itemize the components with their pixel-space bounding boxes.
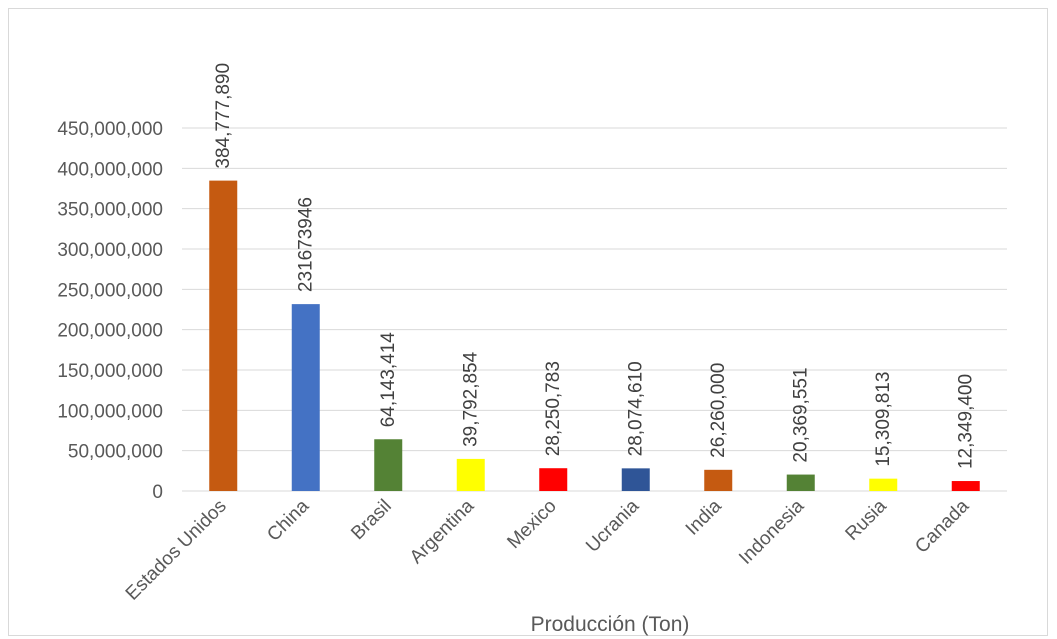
data-label: 15,309,813: [873, 372, 894, 467]
y-tick-label: 350,000,000: [57, 200, 163, 221]
bar: [291, 304, 320, 491]
data-label: 26,260,000: [708, 363, 729, 458]
data-label: 384,777,890: [213, 63, 234, 169]
y-tick-label: 250,000,000: [57, 280, 163, 301]
x-tick-label: Canada: [911, 495, 973, 557]
bars: [209, 180, 980, 492]
x-tick-label: Indonesia: [735, 495, 808, 568]
y-tick-label: 0: [152, 482, 163, 503]
bar: [374, 439, 403, 491]
x-tick-label: Argentina: [406, 495, 479, 568]
y-tick-label: 400,000,000: [57, 159, 163, 180]
y-tick-label: 100,000,000: [57, 401, 163, 422]
data-label: 12,349,400: [956, 374, 977, 469]
chart-frame: [8, 8, 1048, 636]
y-tick-label: 450,000,000: [57, 119, 163, 140]
x-tick-label: Estados Unidos: [122, 496, 231, 605]
bar: [704, 469, 733, 491]
bar: [456, 458, 485, 491]
data-label: 28,250,783: [543, 361, 564, 456]
x-tick-label: Rusia: [842, 495, 892, 545]
y-tick-label: 300,000,000: [57, 240, 163, 261]
bar: [786, 474, 815, 491]
x-tick-label: China: [263, 495, 313, 545]
x-axis-tick-labels: Estados Unidos China Brasil Argentina Mexico…: [122, 495, 974, 604]
bar: [869, 478, 898, 491]
x-tick-label: India: [682, 495, 726, 539]
y-tick-label: 150,000,000: [57, 361, 163, 382]
bar: [621, 468, 650, 491]
data-label: 28,074,610: [626, 361, 647, 456]
x-tick-label: Ucrania: [582, 495, 643, 556]
data-label: 20,369,551: [791, 367, 812, 462]
bar: [209, 180, 238, 492]
data-labels: 384,777,890 231673946 64,143,414 39,792,854…: [213, 63, 977, 469]
data-label: 39,792,854: [461, 351, 482, 447]
bar: [951, 481, 980, 491]
y-tick-label: 50,000,000: [68, 442, 163, 463]
x-axis-title: Producción (Ton): [531, 613, 690, 636]
data-label: 231673946: [296, 197, 317, 292]
y-axis-tick-labels: 0 50,000,000 100,000,000 150,000,000 200,000…: [57, 119, 163, 503]
bar: [539, 468, 568, 491]
y-tick-label: 200,000,000: [57, 321, 163, 342]
x-tick-label: Mexico: [503, 496, 560, 553]
data-label: 64,143,414: [378, 332, 399, 428]
x-tick-label: Brasil: [347, 496, 395, 544]
